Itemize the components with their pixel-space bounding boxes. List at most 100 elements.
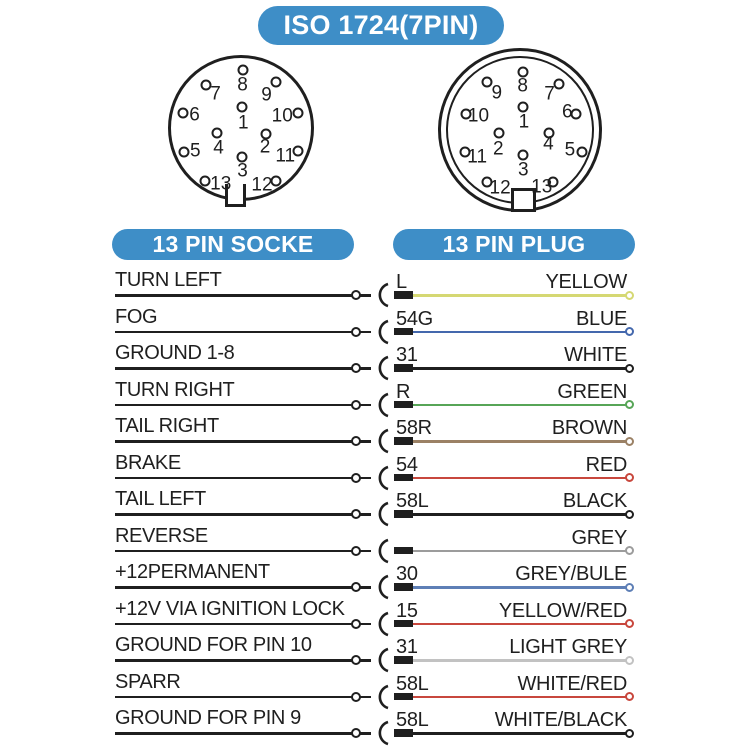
- wire-end-circle: [625, 436, 634, 446]
- function-label: TAIL RIGHT: [115, 415, 219, 437]
- pin-number: 4: [543, 133, 554, 155]
- contact-arc-icon: [378, 501, 389, 527]
- pin-hole: [553, 78, 564, 90]
- pin-code-label: R: [396, 380, 411, 403]
- socket-terminal-circle: [351, 472, 361, 483]
- function-label: TAIL LEFT: [115, 488, 206, 510]
- pin-hole: [200, 79, 212, 91]
- pin-code-label: 58L: [396, 709, 429, 731]
- pin-contact-rect: [394, 364, 413, 372]
- contact-arc-icon: [378, 720, 389, 746]
- pin-hole: [517, 149, 529, 161]
- pin-hole: [517, 101, 529, 113]
- pin-number: 8: [237, 74, 248, 95]
- socket-keyway-notch: [225, 184, 246, 207]
- pin-code-label: 58R: [396, 417, 432, 439]
- socket-wire-line: [115, 294, 371, 297]
- wiring-row: TURN RIGHT R GREEN: [113, 376, 637, 417]
- pin-code-label: 58L: [396, 490, 429, 512]
- wire-color-label: WHITE: [564, 344, 627, 366]
- pin-hole: [570, 108, 582, 120]
- wire-color-label: WHITE/RED: [517, 672, 627, 695]
- title-text: ISO 1724(7PIN): [283, 10, 479, 40]
- socket-connector-diagram: 8 7 9 6 10 1 4 2 5 11 3 13 12: [166, 53, 316, 207]
- pin-number: 10: [467, 105, 490, 127]
- pin-hole: [481, 76, 493, 88]
- pin-code-label: 30: [396, 563, 418, 585]
- pin-code-label: 58L: [396, 672, 429, 695]
- wire-color-label: BLUE: [575, 307, 627, 330]
- pin-number: 2: [259, 136, 271, 158]
- wiring-row: TAIL LEFT 58L BLACK: [113, 485, 637, 527]
- wiring-row: TURN LEFT L YELLOW: [113, 266, 637, 308]
- pin-number: 13: [531, 176, 553, 198]
- socket-wire-line: [115, 330, 371, 334]
- pin-contact-rect: [394, 656, 413, 664]
- wire-end-circle: [625, 546, 634, 556]
- socket-wire-line: [115, 403, 371, 407]
- wire-color-label: YELLOW: [545, 271, 627, 293]
- wire-color-label: GREY/BULE: [515, 563, 627, 585]
- function-label: BRAKE: [115, 451, 181, 474]
- function-label: GROUND FOR PIN 10: [115, 634, 312, 656]
- function-label: +12V VIA IGNITION LOCK: [115, 597, 345, 620]
- wire-end-circle: [625, 728, 634, 738]
- pin-hole: [543, 127, 555, 139]
- pin-number: 6: [189, 104, 200, 126]
- pin-number: 3: [237, 160, 248, 182]
- socket-terminal-circle: [351, 655, 361, 666]
- wire-line: [413, 476, 629, 480]
- contact-arc-icon: [378, 428, 389, 454]
- contact-arc-icon: [378, 538, 389, 563]
- pin-code-label: 31: [396, 344, 418, 366]
- wire-line: [413, 586, 629, 589]
- wire-color-label: RED: [585, 453, 628, 476]
- pin-number: 5: [564, 139, 576, 161]
- wire-end-circle: [625, 509, 634, 519]
- function-label: +12PERMANENT: [115, 561, 270, 583]
- pin-code-label: 15: [396, 599, 418, 622]
- socket-wire-line: [115, 695, 371, 699]
- wiring-row: GROUND 1-8 31 WHITE: [113, 339, 637, 381]
- wire-color-label: GREY: [571, 526, 628, 549]
- title-badge: ISO 1724(7PIN): [258, 6, 504, 45]
- socket-wire-line: [115, 586, 371, 589]
- wiring-table: TURN LEFT L YELLOW FOG 54G BLUE GROUND 1-8 31 WH…: [113, 266, 637, 746]
- wiring-row: FOG 54G BLUE: [113, 303, 637, 344]
- pin-hole: [177, 107, 189, 119]
- function-label: SPARR: [115, 670, 181, 693]
- wire-line: [413, 330, 629, 334]
- pin-contact-rect: [394, 437, 413, 445]
- contact-arc-icon: [378, 574, 389, 600]
- pin-number: 8: [517, 75, 528, 96]
- contact-arc-icon: [378, 647, 389, 673]
- plug-connector-diagram: 8 9 7 10 6 1 2 4 11 5 3 12 13: [437, 47, 603, 213]
- wire-color-label: LIGHT GREY: [509, 636, 627, 658]
- socket-wire-line: [115, 622, 371, 626]
- contact-arc-icon: [378, 684, 389, 709]
- pin-code-label: 54: [396, 453, 418, 476]
- socket-wire-line: [115, 732, 371, 735]
- wire-line: [413, 403, 629, 407]
- pin-number: 1: [518, 111, 530, 133]
- plug-key-square: [511, 188, 536, 212]
- socket-terminal-circle: [351, 326, 361, 337]
- socket-terminal-circle: [351, 290, 361, 301]
- pin-hole: [270, 175, 282, 187]
- pin-hole: [236, 101, 248, 113]
- socket-wire-line: [115, 513, 371, 516]
- wire-end-circle: [625, 400, 634, 410]
- contact-arc-icon: [378, 355, 389, 381]
- socket-terminal-circle: [351, 436, 361, 447]
- pin-contact-rect: [394, 692, 413, 701]
- wire-line: [413, 659, 629, 662]
- pin-hole: [459, 146, 471, 158]
- pin-number: 13: [210, 173, 232, 194]
- socket-header-badge: 13 PIN SOCKE: [112, 229, 354, 260]
- wire-end-circle: [625, 582, 634, 592]
- socket-terminal-circle: [351, 509, 361, 520]
- pin-contact-rect: [394, 729, 413, 737]
- wiring-row: +12PERMANENT 30 GREY/BULE: [113, 558, 637, 600]
- pin-contact-rect: [394, 473, 413, 482]
